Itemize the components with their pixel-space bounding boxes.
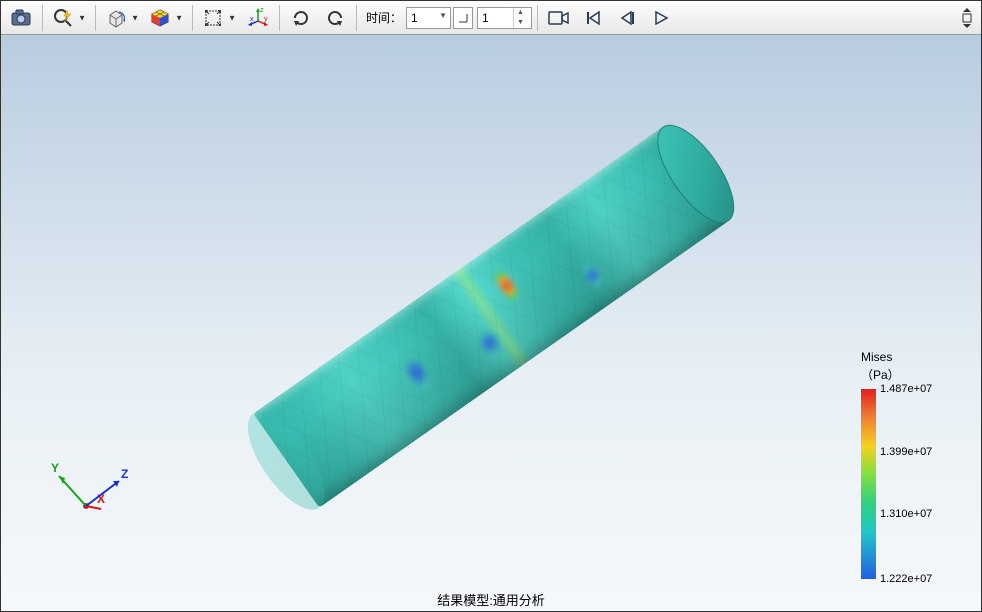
legend-title: Mises bbox=[861, 350, 956, 364]
legend-ticks: 1.487e+07 1.399e+07 1.310e+07 1.222e+07 bbox=[880, 389, 956, 579]
fea-model-cylinder bbox=[253, 127, 729, 508]
toolbar-separator bbox=[95, 5, 96, 31]
legend-tick: 1.399e+07 bbox=[880, 446, 932, 458]
quick-query-button[interactable]: ▼ bbox=[48, 4, 90, 32]
expand-vertical-icon bbox=[960, 7, 974, 29]
result-model-caption: 结果模型:通用分析 bbox=[437, 590, 545, 609]
display-mode-button[interactable]: ▼ bbox=[101, 4, 143, 32]
corner-icon bbox=[457, 12, 469, 24]
time-select[interactable]: ▼ bbox=[406, 7, 451, 29]
cube-wire-icon bbox=[106, 8, 126, 28]
chevron-down-icon: ▼ bbox=[78, 13, 86, 22]
video-camera-icon bbox=[548, 9, 570, 27]
fit-view-button[interactable]: ▼ bbox=[198, 4, 240, 32]
frame-spinner[interactable]: ▲▼ bbox=[477, 7, 532, 29]
spinner-down-icon[interactable]: ▼ bbox=[514, 18, 527, 28]
frame-spinner-input[interactable] bbox=[478, 11, 513, 25]
play-button[interactable] bbox=[645, 4, 677, 32]
frame-end-indicator[interactable] bbox=[453, 7, 473, 29]
toolbar: ▼ ▼ ▼ ▼ z bbox=[1, 1, 981, 35]
chevron-down-icon: ▼ bbox=[439, 11, 447, 20]
play-icon bbox=[652, 9, 670, 27]
xyz-axes-icon: z y x bbox=[247, 7, 269, 29]
first-frame-button[interactable] bbox=[577, 4, 609, 32]
camera-snapshot-button[interactable] bbox=[5, 4, 37, 32]
record-animation-button[interactable] bbox=[543, 4, 575, 32]
toolbar-separator bbox=[279, 5, 280, 31]
chevron-down-icon: ▼ bbox=[228, 13, 236, 22]
chevron-down-icon: ▼ bbox=[175, 13, 183, 22]
chevron-down-icon: ▼ bbox=[131, 13, 139, 22]
step-back-icon bbox=[618, 9, 636, 27]
legend-tick: 1.222e+07 bbox=[880, 573, 932, 585]
rotate-cw-button[interactable] bbox=[285, 4, 317, 32]
time-label: 时间： bbox=[366, 9, 402, 26]
axis-triad: Y X Z bbox=[41, 456, 141, 536]
axes-orientation-button[interactable]: z y x bbox=[242, 4, 274, 32]
axis-z-label: Z bbox=[121, 467, 128, 481]
legend-color-bar bbox=[861, 389, 876, 579]
color-legend: Mises （Pa） 1.487e+07 1.399e+07 1.310e+07… bbox=[861, 350, 956, 579]
skip-first-icon bbox=[584, 9, 602, 27]
rotate-ccw-button[interactable] bbox=[319, 4, 351, 32]
legend-unit: （Pa） bbox=[861, 366, 956, 383]
svg-text:y: y bbox=[264, 16, 268, 23]
axis-y-label: Y bbox=[51, 461, 59, 475]
rubiks-cube-icon bbox=[150, 8, 170, 28]
svg-text:x: x bbox=[250, 16, 254, 23]
spinner-up-icon[interactable]: ▲ bbox=[514, 8, 527, 18]
toolbar-separator bbox=[537, 5, 538, 31]
rotate-cw-icon bbox=[291, 8, 311, 28]
toolbar-separator bbox=[192, 5, 193, 31]
toolbar-separator bbox=[356, 5, 357, 31]
legend-tick: 1.487e+07 bbox=[880, 383, 932, 395]
legend-tick: 1.310e+07 bbox=[880, 508, 932, 520]
camera-icon bbox=[11, 9, 31, 27]
rotate-ccw-icon bbox=[325, 8, 345, 28]
fit-expand-icon bbox=[203, 8, 223, 28]
expand-panel-button[interactable] bbox=[957, 4, 977, 32]
magnifier-bolt-icon bbox=[53, 8, 73, 28]
colormap-button[interactable]: ▼ bbox=[145, 4, 187, 32]
viewport-3d[interactable]: Y X Z Mises （Pa） 1.487e+07 1.399e+07 1.3… bbox=[1, 35, 981, 611]
prev-frame-button[interactable] bbox=[611, 4, 643, 32]
toolbar-separator bbox=[42, 5, 43, 31]
spinner-arrows[interactable]: ▲▼ bbox=[513, 8, 527, 28]
svg-text:z: z bbox=[260, 7, 264, 14]
